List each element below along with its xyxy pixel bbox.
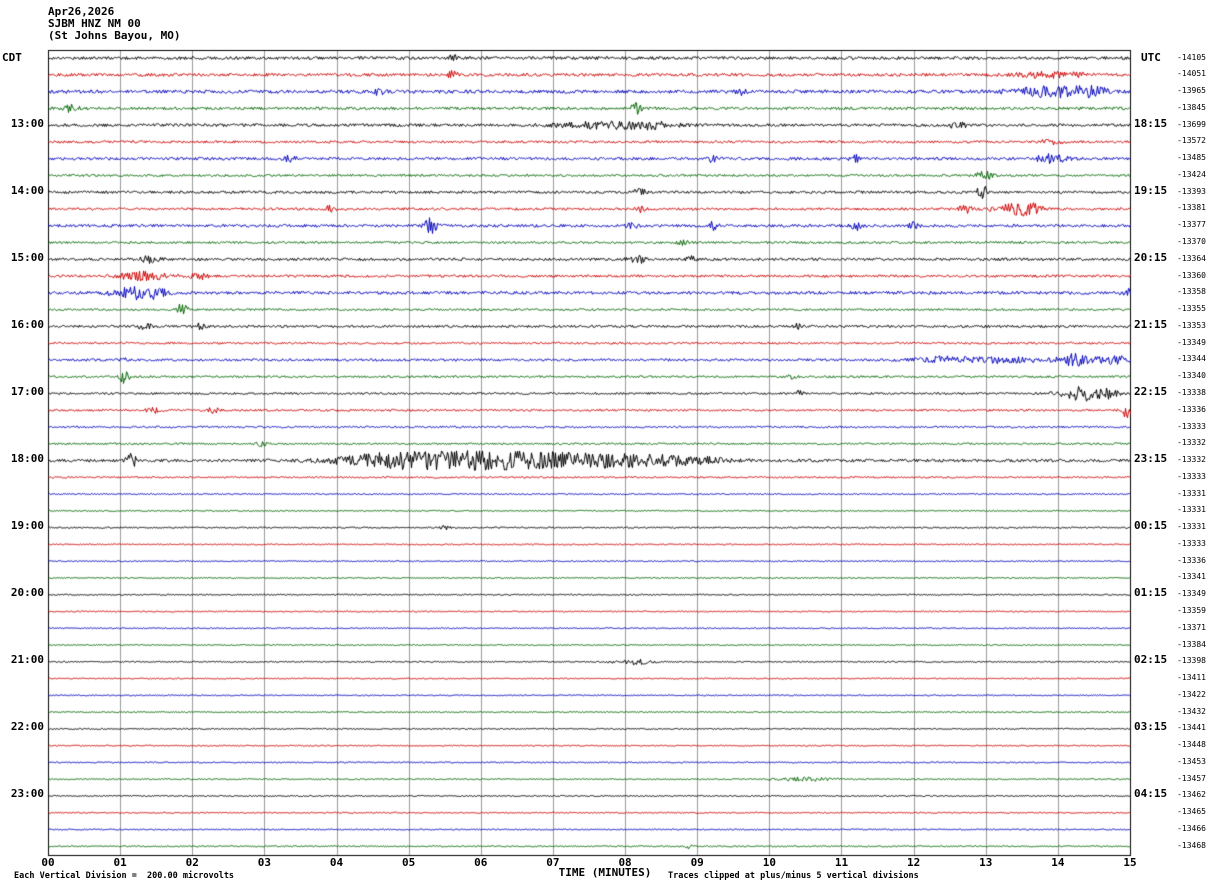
utc-hour-label: 02:15: [1134, 653, 1168, 667]
x-tick-label: 07: [546, 856, 560, 869]
trace-offset-value: -13336: [1177, 555, 1206, 565]
trace-offset-value: -13424: [1177, 169, 1206, 179]
trace-offset-value: -13453: [1177, 756, 1206, 766]
trace-offset-value: -13457: [1177, 773, 1206, 783]
trace-offset-value: -13381: [1177, 203, 1206, 213]
x-tick-label: 06: [474, 856, 488, 869]
x-tick-label: 13: [979, 856, 993, 869]
utc-hour-label: 01:15: [1134, 586, 1168, 600]
trace-offset-value: -13333: [1177, 538, 1206, 548]
trace-offset-value: -13393: [1177, 186, 1206, 196]
trace-offset-value: -13965: [1177, 86, 1206, 96]
trace-offset-value: -13468: [1177, 840, 1206, 850]
trace-offset-value: -13377: [1177, 220, 1206, 230]
x-tick-label: 04: [329, 856, 344, 869]
trace-offset-value: -13331: [1177, 488, 1206, 498]
x-tick-label: 15: [1123, 856, 1137, 869]
trace-offset-value: -13360: [1177, 270, 1206, 280]
header-location: (St Johns Bayou, MO): [48, 29, 181, 42]
trace-offset-value: -13371: [1177, 622, 1206, 632]
trace-offset-value: -13485: [1177, 153, 1206, 163]
x-tick-label: 05: [402, 856, 416, 869]
trace-offset-value: -13336: [1177, 404, 1206, 414]
trace-offset-value: -13338: [1177, 387, 1206, 397]
cdt-hour-label: 15:00: [10, 250, 44, 264]
trace-offset-value: -13332: [1177, 455, 1206, 465]
trace-offset-value: -14051: [1177, 69, 1206, 79]
trace-offset-value: -13384: [1177, 639, 1206, 649]
trace-offset-value: -13699: [1177, 119, 1206, 129]
cdt-hour-label: 20:00: [10, 586, 44, 600]
cdt-hour-label: 17:00: [10, 384, 44, 398]
trace-offset-value: -13331: [1177, 505, 1206, 515]
trace-offset-value: -13462: [1177, 790, 1206, 800]
x-tick-label: 10: [762, 856, 776, 869]
trace-offset-value: -13845: [1177, 102, 1206, 112]
trace-offset-value: -13411: [1177, 673, 1206, 683]
right-axis-label: UTC: [1141, 51, 1161, 64]
utc-hour-label: 18:15: [1134, 116, 1168, 130]
x-tick-label: 01: [113, 856, 127, 869]
x-tick-label: 09: [690, 856, 704, 869]
trace-offset-value: -13448: [1177, 740, 1206, 750]
utc-hour-label: 21:15: [1134, 317, 1168, 331]
trace-offset-value: -13333: [1177, 471, 1206, 481]
trace-offset-value: -13349: [1177, 589, 1206, 599]
x-tick-label: 08: [618, 856, 632, 869]
x-tick-label: 03: [257, 856, 272, 869]
trace-offset-value: -13364: [1177, 253, 1206, 263]
trace-offset-value: -13370: [1177, 237, 1206, 247]
utc-hour-label: 23:15: [1134, 452, 1168, 466]
trace-offset-value: -13355: [1177, 304, 1206, 314]
utc-hour-label: 04:15: [1134, 787, 1168, 801]
utc-hour-label: 22:15: [1134, 384, 1168, 398]
x-tick-label: 12: [906, 856, 921, 869]
trace-offset-value: -13333: [1177, 421, 1206, 431]
utc-hour-label: 19:15: [1134, 183, 1168, 197]
trace-offset-value: -14105: [1177, 52, 1206, 62]
left-axis-label: CDT: [2, 51, 22, 64]
cdt-hour-label: 22:00: [10, 720, 44, 734]
trace-offset-value: -13465: [1177, 807, 1206, 817]
x-tick-label: 11: [834, 856, 849, 869]
x-tick-label: 00: [41, 856, 55, 869]
trace-offset-value: -13466: [1177, 824, 1206, 833]
trace-offset-value: -13341: [1177, 572, 1206, 582]
header-station: SJBM HNZ NM 00: [48, 17, 141, 30]
trace-offset-value: -13422: [1177, 689, 1206, 699]
cdt-hour-label: 16:00: [10, 317, 44, 331]
trace-offset-value: -13398: [1177, 656, 1206, 666]
trace-offset-value: -13344: [1177, 354, 1206, 364]
trace-offset-value: -13572: [1177, 136, 1206, 146]
utc-hour-label: 20:15: [1134, 250, 1168, 264]
cdt-hour-label: 21:00: [10, 653, 44, 667]
cdt-hour-label: 14:00: [10, 183, 44, 197]
clip-note: Traces clipped at plus/minus 5 vertical …: [668, 871, 919, 881]
cdt-hour-label: 13:00: [10, 116, 44, 130]
trace-offset-value: -13349: [1177, 337, 1206, 347]
trace-offset-value: -13441: [1177, 723, 1206, 733]
trace-offset-value: -13353: [1177, 320, 1206, 330]
trace-offset-value: -13331: [1177, 522, 1206, 532]
cdt-hour-label: 23:00: [10, 787, 44, 801]
x-tick-label: 02: [185, 856, 199, 869]
cdt-hour-label: 18:00: [10, 452, 44, 466]
trace-offset-value: -13359: [1177, 605, 1206, 615]
header-date: Apr26,2026: [48, 5, 115, 18]
trace-offset-value: -13332: [1177, 438, 1206, 448]
scale-note: Each Vertical Division = 200.00 microvol…: [14, 871, 235, 881]
x-axis-title: TIME (MINUTES): [558, 866, 652, 879]
utc-hour-label: 03:15: [1134, 720, 1168, 734]
trace-offset-value: -13432: [1177, 706, 1206, 716]
trace-offset-value: -13358: [1177, 287, 1206, 297]
x-tick-label: 14: [1051, 856, 1065, 869]
cdt-hour-label: 19:00: [10, 519, 44, 533]
trace-offset-value: -13340: [1177, 371, 1206, 381]
utc-hour-label: 00:15: [1134, 519, 1168, 533]
